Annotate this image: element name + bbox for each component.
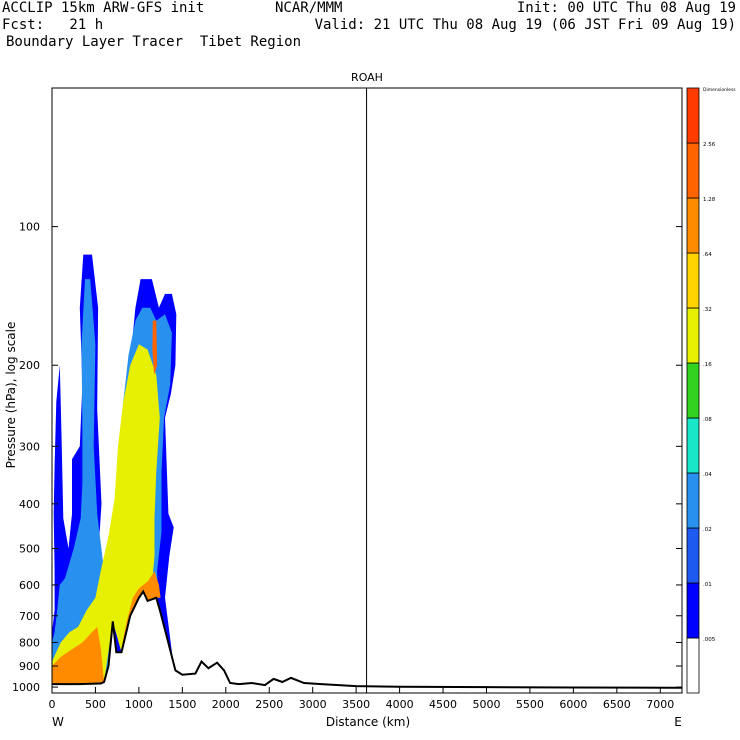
x-axis: 0 500 1000 1500 2000 2500 3000 3500 4000 4500 5000… (49, 687, 674, 711)
colorbar-tick-label: 1.28 (703, 197, 716, 203)
x-axis-right-label: E (674, 715, 682, 729)
y-axis-label: Pressure (hPa), log scale (4, 322, 18, 469)
x-tick-label: 4000 (386, 698, 414, 711)
colorbar-swatch (686, 582, 700, 639)
x-tick-label: 5500 (516, 698, 544, 711)
colorbar-swatch (686, 527, 700, 584)
x-tick-label: 500 (85, 698, 106, 711)
chart-title: ROAH (351, 71, 383, 84)
header-center-line1: NCAR/MMM (275, 0, 343, 16)
x-tick-label: 6000 (559, 698, 587, 711)
x-tick-label: 0 (49, 698, 56, 711)
colorbar-swatch (686, 307, 700, 364)
tracer-contour-5 (121, 571, 161, 648)
colorbar-tick-label: .005 (703, 637, 716, 643)
x-axis-label: Distance (km) (326, 715, 410, 729)
header-right-line2: Valid: 21 UTC Thu 08 Aug 19 (06 JST Fri … (314, 17, 736, 33)
colorbar-tick-label: .04 (703, 472, 712, 478)
terrain-layer (52, 589, 682, 693)
tracer-contours (52, 254, 178, 688)
colorbar-tick-label: .08 (703, 417, 712, 423)
x-axis-left-label: W (52, 715, 64, 729)
x-tick-label: 2000 (212, 698, 240, 711)
colorbar-tick-label: .32 (703, 307, 712, 313)
header-left-line2: Fcst: 21 h (2, 17, 104, 33)
colorbar-swatch (686, 252, 700, 309)
x-tick-label: 1000 (125, 698, 153, 711)
colorbar-swatch (686, 472, 700, 529)
y-tick-label: 700 (19, 610, 40, 623)
plot-frame (51, 87, 683, 694)
y-tick-label: 900 (19, 660, 40, 673)
x-tick-label: 3000 (299, 698, 327, 711)
colorbar-tick-label: .64 (703, 252, 712, 258)
colorbar-tick-label: .01 (703, 582, 712, 588)
colorbar-swatch (686, 142, 700, 199)
y-tick-label: 800 (19, 636, 40, 649)
colorbar-tick-label: Dimensionless (703, 87, 736, 93)
y-tick-label: 400 (19, 498, 40, 511)
x-tick-label: 2500 (255, 698, 283, 711)
x-tick-label: 5000 (472, 698, 500, 711)
y-tick-label: 100 (19, 221, 40, 234)
terrain-line (52, 589, 682, 689)
tracer-contour-6 (152, 320, 158, 375)
y-tick-label: 1000 (12, 681, 40, 694)
x-tick-label: 1500 (168, 698, 196, 711)
y-tick-label: 500 (19, 542, 40, 555)
x-tick-label: 7000 (646, 698, 674, 711)
colorbar-swatch (686, 87, 700, 144)
header-left-line1: ACCLIP 15km ARW-GFS init (2, 0, 205, 16)
header-right-line1: Init: 00 UTC Thu 08 Aug 19 (516, 0, 736, 16)
y-tick-label: 600 (19, 579, 40, 592)
colorbar-swatch (686, 637, 700, 694)
colorbar-tick-label: 2.56 (703, 142, 716, 148)
x-tick-label: 6500 (603, 698, 631, 711)
colorbar-tick-label: .16 (703, 362, 712, 368)
x-tick-label: 3500 (342, 698, 370, 711)
colorbar-swatch (686, 362, 700, 419)
colorbar-swatch (686, 197, 700, 254)
tracer-contour-4 (52, 626, 105, 685)
y-tick-label: 300 (19, 440, 40, 453)
colorbar-legend: .005 .01 .02 .04 .08 .16 .32 .64 1.28 2.56 Dimensi… (686, 87, 736, 694)
colorbar-swatch (686, 417, 700, 474)
x-tick-label: 4500 (429, 698, 457, 711)
y-tick-label: 200 (19, 359, 40, 372)
colorbar-tick-label: .02 (703, 527, 712, 533)
header-left-line3: Boundary Layer Tracer Tibet Region (6, 34, 302, 50)
y-axis: 100 200 300 400 500 600 700 800 900 1000 (12, 221, 682, 694)
